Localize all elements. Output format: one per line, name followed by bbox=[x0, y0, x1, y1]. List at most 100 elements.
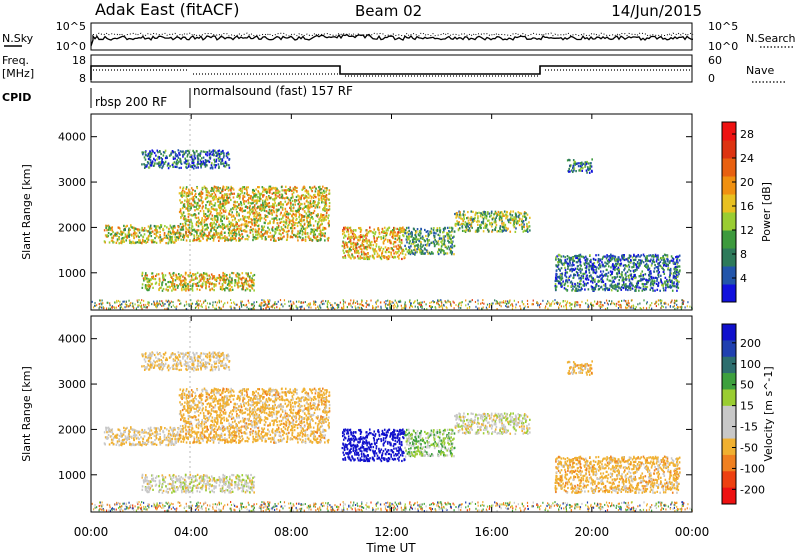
power-cell bbox=[631, 277, 634, 281]
power-cell bbox=[179, 279, 182, 282]
power-cell bbox=[668, 285, 671, 288]
power-cell bbox=[224, 210, 227, 213]
power-cell bbox=[616, 275, 619, 278]
power-cell bbox=[588, 275, 591, 278]
power-cell bbox=[257, 190, 259, 193]
power-cell bbox=[268, 212, 270, 215]
power-cell bbox=[121, 232, 123, 235]
power-cell bbox=[223, 287, 226, 291]
power-cell bbox=[253, 214, 256, 217]
power-cell bbox=[375, 245, 378, 248]
power-cell bbox=[185, 193, 188, 196]
power-cell bbox=[675, 256, 677, 259]
power-cell bbox=[306, 226, 309, 229]
power-cell bbox=[373, 237, 376, 240]
power-cell bbox=[603, 265, 606, 268]
power-cell bbox=[414, 249, 417, 252]
power-cell bbox=[132, 241, 134, 245]
power-cell bbox=[356, 241, 359, 244]
power-cell bbox=[623, 255, 625, 258]
power-cell bbox=[283, 197, 286, 200]
power-cell bbox=[184, 271, 187, 274]
power-cell bbox=[424, 243, 427, 247]
power-cell bbox=[619, 259, 622, 262]
power-cell bbox=[676, 268, 679, 271]
power-cell bbox=[221, 223, 224, 226]
power-cell bbox=[342, 249, 345, 252]
power-cell bbox=[238, 273, 240, 276]
power-cell bbox=[128, 233, 131, 236]
power-cell bbox=[201, 207, 204, 210]
power-cell bbox=[649, 278, 651, 281]
power-cell bbox=[446, 252, 449, 255]
power-cell bbox=[527, 230, 529, 233]
power-cell bbox=[294, 235, 297, 238]
power-cell bbox=[293, 234, 296, 237]
power-cell bbox=[584, 164, 587, 167]
power-cell bbox=[457, 223, 460, 226]
power-cell bbox=[256, 199, 259, 202]
power-cell bbox=[304, 232, 307, 235]
power-cell bbox=[441, 243, 444, 246]
power-cell bbox=[298, 201, 301, 204]
power-cell bbox=[185, 226, 187, 230]
power-cell bbox=[499, 225, 502, 228]
power-cell bbox=[266, 230, 269, 233]
power-cell bbox=[303, 232, 306, 235]
power-cell bbox=[502, 223, 505, 226]
power-cell bbox=[321, 193, 324, 196]
power-cell bbox=[486, 228, 489, 231]
power-cell bbox=[291, 236, 294, 239]
power-cell bbox=[252, 274, 254, 277]
power-cell bbox=[619, 287, 622, 290]
power-cell bbox=[196, 163, 199, 166]
power-cell bbox=[310, 211, 313, 215]
power-cell bbox=[325, 193, 328, 197]
power-cell bbox=[402, 234, 404, 237]
power-cell bbox=[264, 236, 267, 239]
power-cell bbox=[320, 220, 323, 223]
power-cell bbox=[151, 275, 153, 279]
power-cell bbox=[121, 240, 124, 244]
power-cell bbox=[139, 241, 142, 244]
power-cell bbox=[598, 280, 601, 283]
power-cell bbox=[286, 210, 288, 213]
power-cell bbox=[605, 264, 607, 267]
power-cell bbox=[116, 234, 118, 237]
power-cell bbox=[193, 235, 196, 238]
power-cell bbox=[494, 226, 497, 229]
power-cell bbox=[667, 263, 670, 267]
power-cell bbox=[223, 226, 226, 229]
power-cell bbox=[576, 256, 579, 260]
power-cell bbox=[379, 256, 382, 259]
power-cell bbox=[118, 226, 120, 229]
power-cell bbox=[213, 283, 215, 286]
power-cell bbox=[585, 169, 588, 172]
power-cell bbox=[582, 276, 584, 280]
power-cell bbox=[354, 236, 357, 239]
power-cell bbox=[509, 230, 512, 233]
power-cell bbox=[352, 235, 355, 238]
power-cell bbox=[186, 207, 189, 210]
power-cell bbox=[282, 228, 285, 232]
power-cell bbox=[141, 151, 144, 154]
power-cell bbox=[438, 248, 440, 251]
power-cell bbox=[555, 274, 557, 277]
power-cell bbox=[397, 231, 400, 234]
power-cell bbox=[226, 187, 228, 191]
power-cell bbox=[427, 232, 430, 235]
power-cell bbox=[660, 279, 662, 282]
power-cell bbox=[201, 286, 203, 289]
power-cell bbox=[611, 276, 614, 279]
power-cell bbox=[517, 216, 520, 219]
power-cell bbox=[146, 154, 149, 158]
power-cell bbox=[171, 238, 173, 241]
power-cell bbox=[185, 186, 188, 189]
power-cell bbox=[574, 284, 577, 287]
power-cell bbox=[583, 272, 586, 275]
power-cell bbox=[671, 280, 673, 284]
power-cell bbox=[574, 267, 577, 270]
power-cell bbox=[558, 254, 561, 257]
power-cell bbox=[252, 206, 254, 209]
power-cell bbox=[263, 221, 266, 224]
